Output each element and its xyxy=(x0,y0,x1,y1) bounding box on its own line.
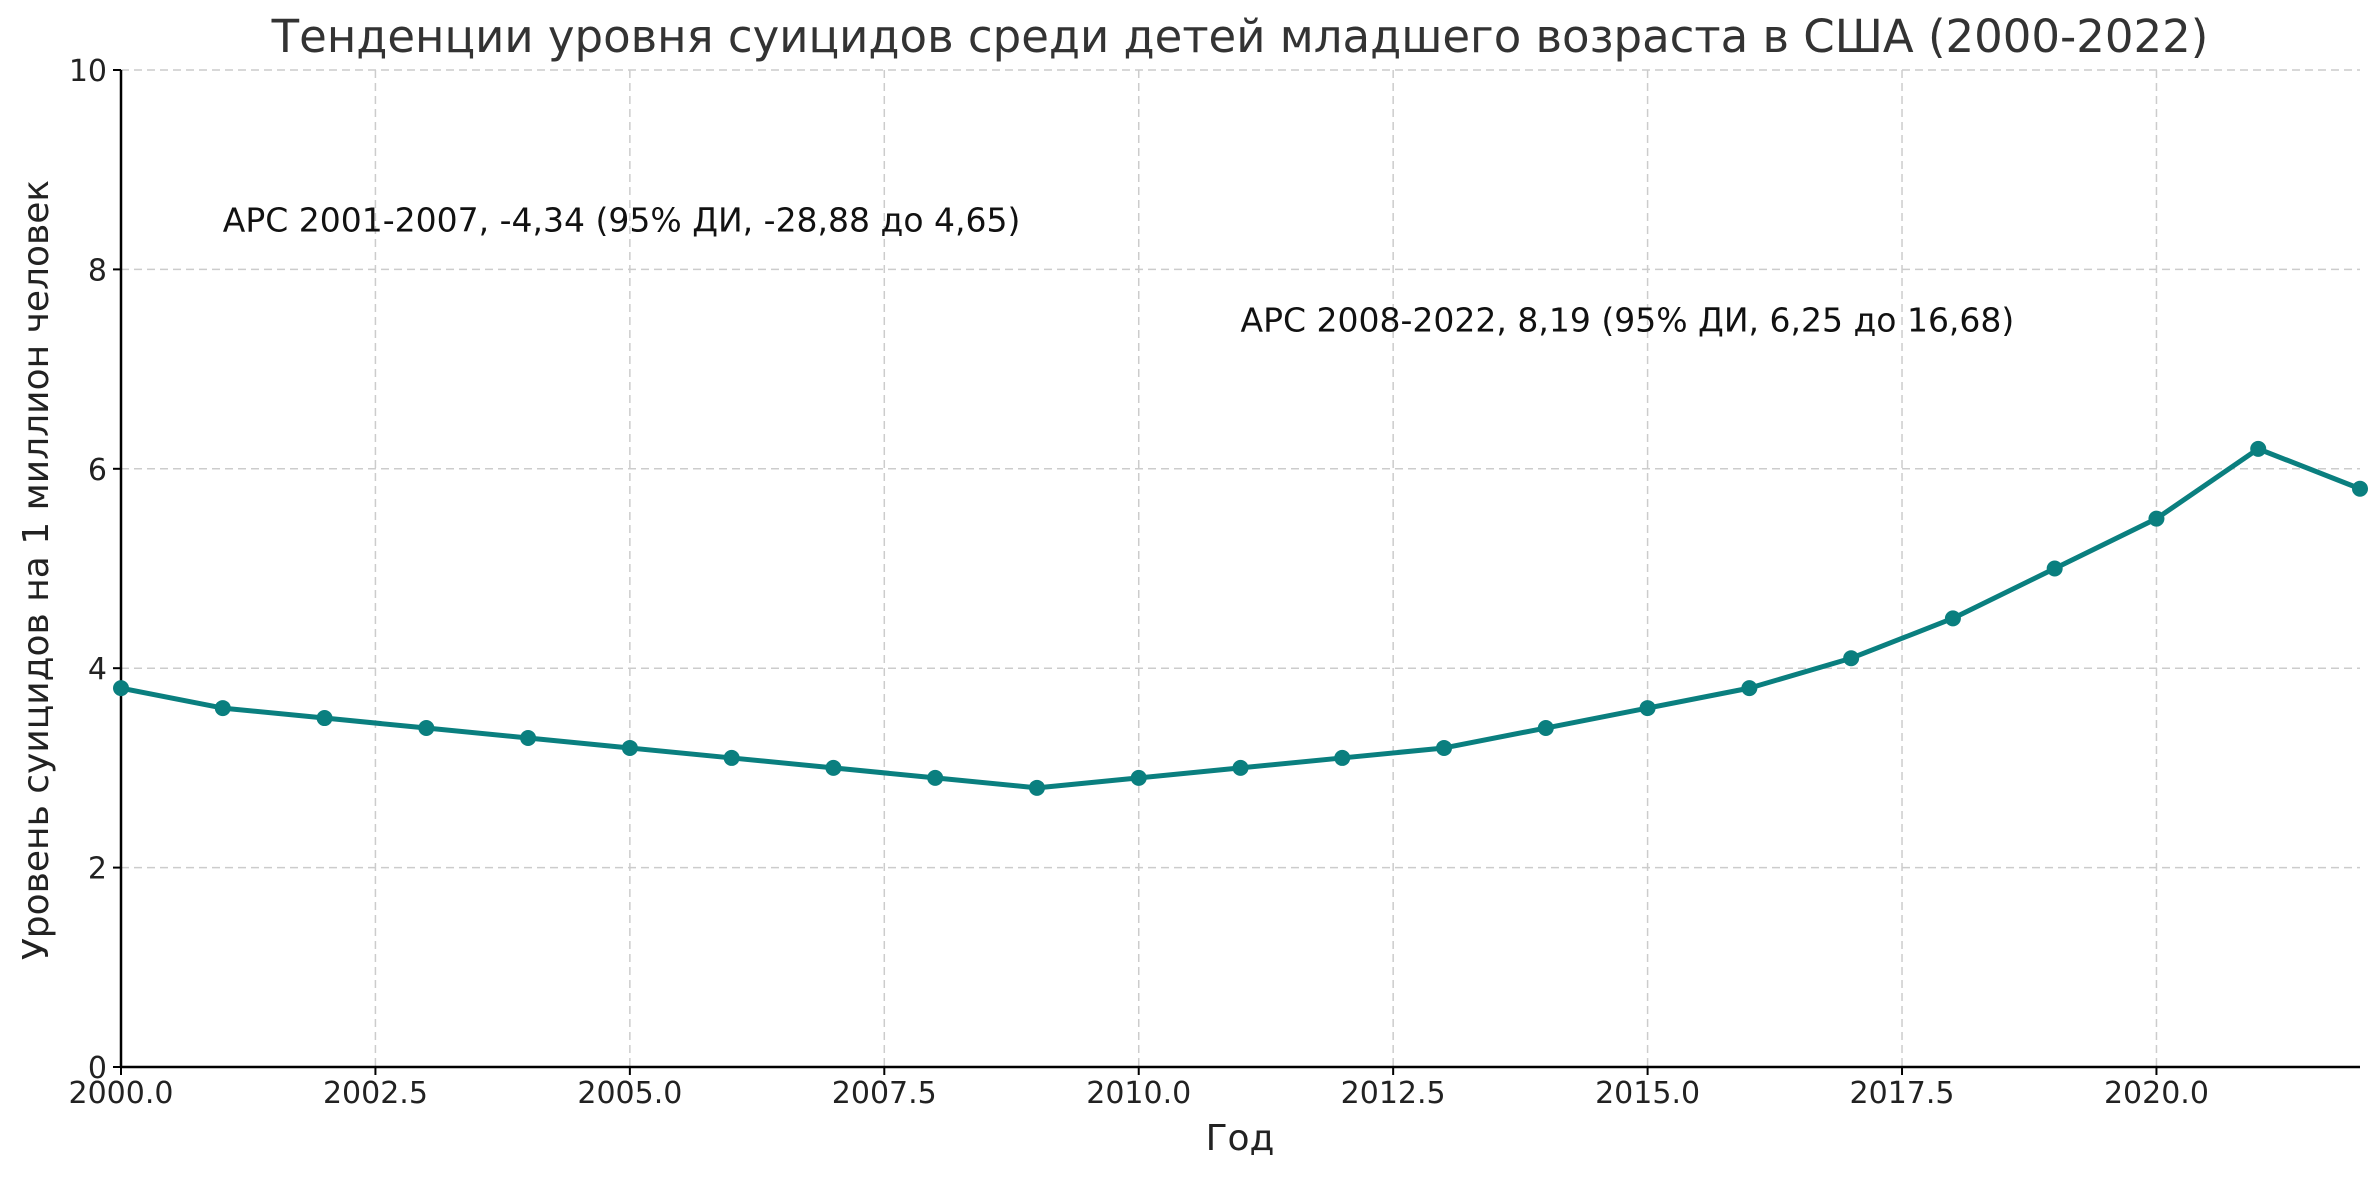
y-tick-label: 4 xyxy=(88,652,107,687)
data-series xyxy=(113,440,2368,796)
data-point xyxy=(1028,779,1045,796)
series-line xyxy=(120,446,2361,791)
data-point xyxy=(214,700,231,717)
data-point xyxy=(2250,440,2267,457)
data-point xyxy=(1537,720,1554,737)
data-point xyxy=(113,680,129,697)
x-tick-label: 2010.0 xyxy=(1086,1076,1191,1111)
y-tick-label: 10 xyxy=(69,54,107,89)
y-tick-label: 6 xyxy=(88,453,107,488)
data-point xyxy=(1334,749,1351,766)
x-tick-label: 2012.5 xyxy=(1341,1076,1446,1111)
data-point xyxy=(1944,610,1961,627)
x-tick-label: 2020.0 xyxy=(2104,1076,2209,1111)
data-point xyxy=(621,739,638,756)
data-point xyxy=(1843,650,1860,667)
x-axis-label: Год xyxy=(1206,1118,1275,1159)
annotation-text: APC 2008-2022, 8,19 (95% ДИ, 6,25 до 16,… xyxy=(1241,300,2015,339)
x-tick-label: 2015.0 xyxy=(1595,1076,1700,1111)
y-tick-label: 2 xyxy=(88,852,107,887)
data-point xyxy=(1436,739,1453,756)
data-point xyxy=(1232,759,1249,776)
data-point xyxy=(2148,510,2165,527)
x-tick-label: 2000.0 xyxy=(69,1076,174,1111)
data-point xyxy=(520,729,537,746)
y-tick-label: 8 xyxy=(88,253,107,288)
data-point xyxy=(1130,769,1147,786)
x-tick-label: 2002.5 xyxy=(323,1076,428,1111)
x-tick-label: 2005.0 xyxy=(577,1076,682,1111)
data-point xyxy=(825,759,842,776)
annotation-text: APC 2001-2007, -4,34 (95% ДИ, -28,88 до … xyxy=(223,201,1021,240)
annotations: APC 2001-2007, -4,34 (95% ДИ, -28,88 до … xyxy=(223,201,2015,340)
data-point xyxy=(316,710,333,727)
y-axis-label: Уровень суицидов на 1 миллион человек xyxy=(16,180,57,960)
y-tick-label: 0 xyxy=(88,1051,107,1086)
data-point xyxy=(2046,560,2063,577)
grid xyxy=(121,69,2360,1067)
data-point xyxy=(418,720,435,737)
data-point xyxy=(1639,700,1656,717)
x-tick-label: 2007.5 xyxy=(832,1076,937,1111)
tick-labels: 2000.0 2002.5 2005.0 2007.5 2010.0 2012.5 2015… xyxy=(69,54,2209,1111)
data-point xyxy=(927,769,944,786)
axes xyxy=(113,69,2360,1075)
data-point xyxy=(1741,680,1758,697)
chart-title: Тенденции уровня суицидов среди детей мл… xyxy=(271,10,2209,63)
data-point xyxy=(723,749,740,766)
data-point xyxy=(2352,480,2368,497)
x-tick-label: 2017.5 xyxy=(1850,1076,1955,1111)
